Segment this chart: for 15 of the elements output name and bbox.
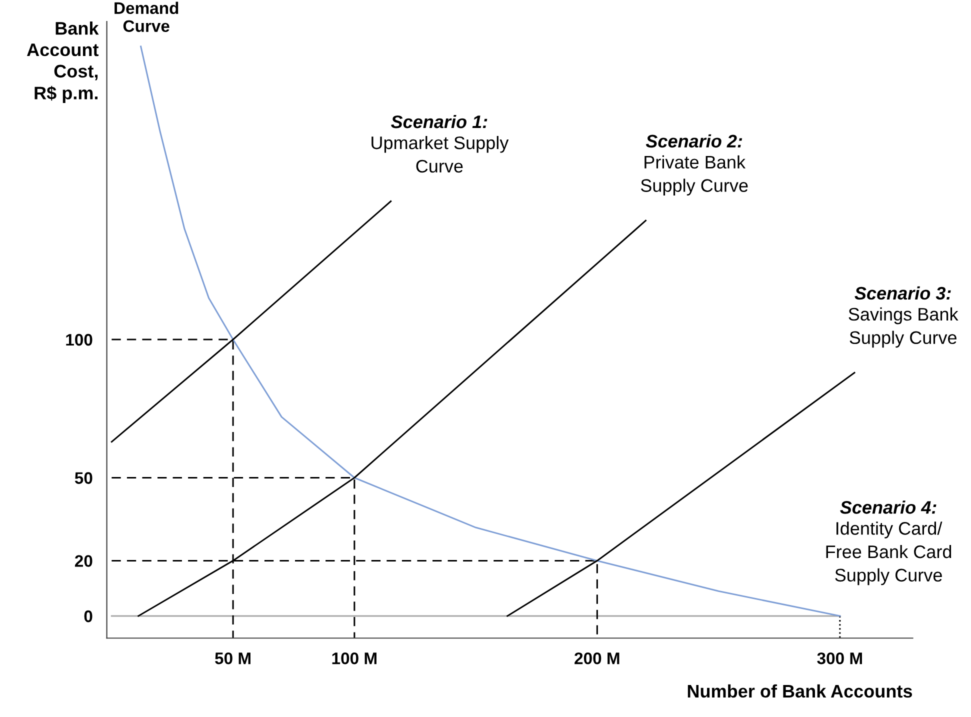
y-tick-label: 100 — [66, 334, 92, 346]
annotation: Scenario 4: Identity Card/ Free Bank Card Supply Curve — [826, 500, 952, 586]
x-axis-title: Number of Bank Accounts — [688, 684, 912, 698]
annotation: Scenario 3: Savings Bank Supply Curve — [848, 286, 958, 348]
y-axis-title: Bank Account Cost, R$ p.m. — [26, 22, 99, 103]
x-tick-label: 200 M — [574, 652, 620, 664]
annotation: Demand Curve — [114, 2, 178, 32]
x-tick-label: 300 M — [817, 652, 862, 664]
y-tick-label: 50 — [74, 472, 92, 484]
x-tick-label: 50 M — [215, 652, 250, 664]
y-tick-label: 0 — [84, 610, 92, 622]
y-tick-label: 20 — [74, 555, 92, 567]
annotation: Scenario 2: Private Bank Supply Curve — [640, 134, 748, 196]
x-tick-label: 100 M — [332, 652, 376, 664]
annotation: Scenario 1: Upmarket Supply Curve — [372, 114, 509, 173]
